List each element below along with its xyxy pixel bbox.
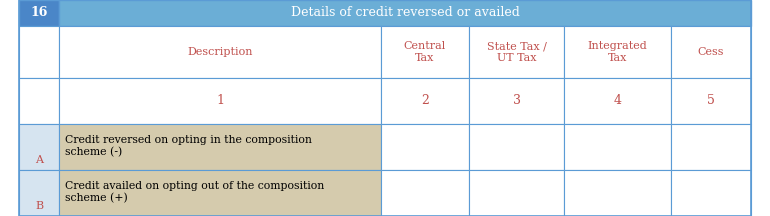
Bar [59, 124, 381, 170]
Bar [469, 26, 564, 78]
Bar [564, 170, 671, 216]
Bar [19, 78, 59, 124]
Bar [564, 26, 671, 78]
Text: State Tax /
UT Tax: State Tax / UT Tax [487, 41, 547, 63]
Bar [59, 26, 381, 78]
Bar [671, 170, 751, 216]
Text: 1: 1 [216, 95, 224, 108]
Text: Credit availed on opting out of the composition
scheme (+): Credit availed on opting out of the comp… [65, 181, 324, 203]
Bar [564, 124, 671, 170]
Text: Credit reversed on opting in the composition
scheme (-): Credit reversed on opting in the composi… [65, 135, 312, 157]
Bar [564, 78, 671, 124]
Bar [19, 170, 59, 216]
Bar [381, 78, 469, 124]
Bar [381, 26, 469, 78]
Text: Cess: Cess [698, 47, 725, 57]
Text: 5: 5 [707, 95, 715, 108]
Text: 2: 2 [421, 95, 429, 108]
Text: 3: 3 [513, 95, 521, 108]
Text: 16: 16 [30, 6, 48, 19]
Bar [469, 170, 564, 216]
Text: Integrated
Tax: Integrated Tax [588, 41, 648, 63]
Bar [59, 78, 381, 124]
Bar [19, 0, 59, 26]
Bar [671, 78, 751, 124]
Text: A: A [35, 155, 43, 165]
Bar [59, 170, 381, 216]
Text: Description: Description [187, 47, 253, 57]
Bar [19, 124, 59, 170]
Bar [59, 0, 751, 26]
Text: Details of credit reversed or availed: Details of credit reversed or availed [290, 6, 520, 19]
Bar [381, 124, 469, 170]
Bar [469, 78, 564, 124]
Bar [381, 170, 469, 216]
Bar [469, 124, 564, 170]
Bar [671, 26, 751, 78]
Bar [19, 26, 59, 78]
Text: 4: 4 [614, 95, 621, 108]
Text: Central
Tax: Central Tax [404, 41, 446, 63]
Text: B: B [35, 201, 43, 211]
Bar [671, 124, 751, 170]
